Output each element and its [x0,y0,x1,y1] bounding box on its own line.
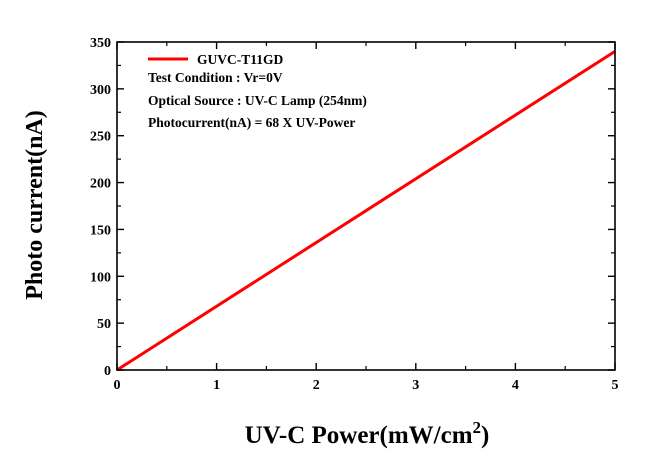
x-tick-label: 2 [313,378,320,393]
y-tick-label: 0 [104,364,111,379]
annotation-group: Test Condition : Vr=0V Optical Source : … [148,70,367,130]
annotation-optical-source: Optical Source : UV-C Lamp (254nm) [148,93,367,108]
legend-label-guvc-t11gd: GUVC-T11GD [197,52,284,67]
y-tick-label: 150 [90,223,111,238]
series-line-guvc-t11gd [116,50,616,372]
x-axis-title-main: UV-C Power(mW/cm [245,422,473,449]
y-tick-label: 100 [90,270,111,285]
plot-frame [116,41,616,371]
y-tick-label: 300 [90,83,111,98]
x-tick-label: 4 [512,378,519,393]
x-tick-label: 0 [114,378,121,393]
x-axis-title-superscript: 2 [473,418,482,437]
y-tick-label: 200 [90,177,111,192]
annotation-photocurrent-formula: Photocurrent(nA) = 68 X UV-Power [148,115,355,130]
y-tick-label: 50 [97,317,111,332]
legend: GUVC-T11GD [148,52,284,67]
y-axis-title-group: Photo current(nA) [22,110,48,300]
y-tick-label: 350 [90,36,111,51]
x-tick-label: 3 [412,378,419,393]
annotation-test-condition: Test Condition : Vr=0V [148,70,283,85]
y-tick-label: 250 [90,130,111,145]
x-axis-title: UV-C Power(mW/cm2) [245,418,490,449]
x-tick-label: 1 [213,378,220,393]
x-tick-label: 5 [612,378,619,393]
series-group [116,50,616,372]
y-axis-title: Photo current(nA) [22,110,48,300]
x-axis-title-suffix: ) [481,422,489,449]
